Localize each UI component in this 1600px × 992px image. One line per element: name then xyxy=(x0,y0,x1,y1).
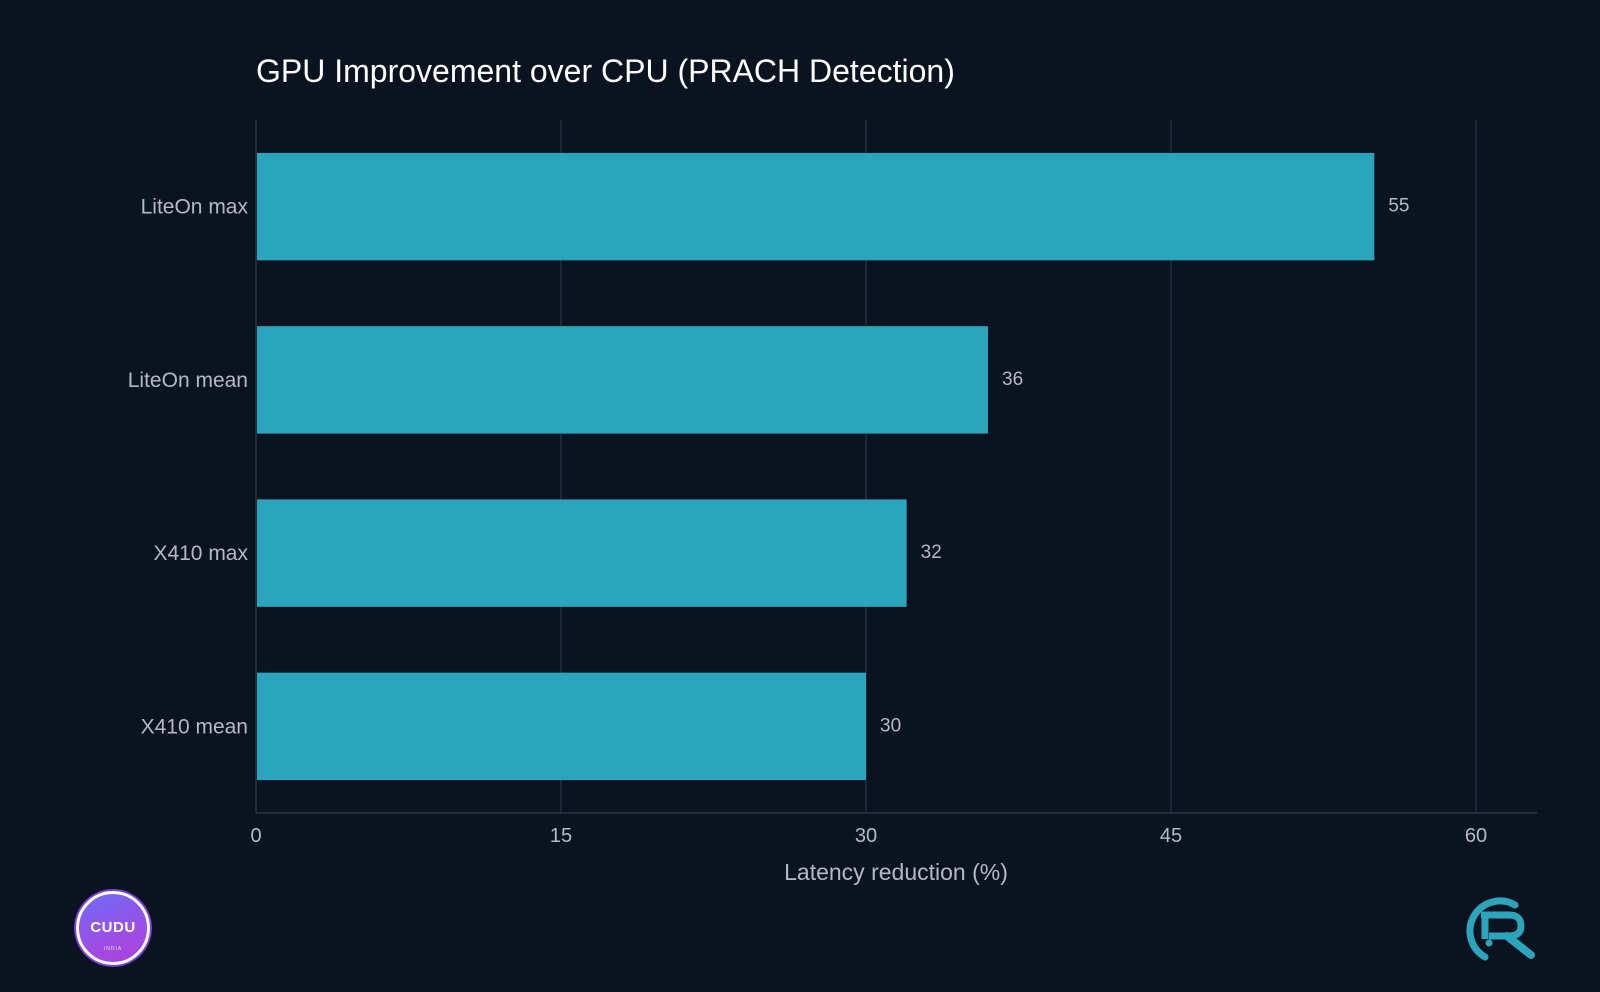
category-label: LiteOn max xyxy=(141,196,249,219)
x-tick-label: 30 xyxy=(855,825,877,847)
data-label: 55 xyxy=(1388,196,1409,217)
bar xyxy=(257,152,1375,261)
x-tick-label: 15 xyxy=(550,825,572,847)
x-tick-label: 45 xyxy=(1160,825,1182,847)
cudu-logo-text: CUDU xyxy=(90,919,136,936)
x-axis-label: Latency reduction (%) xyxy=(784,859,1008,885)
bar xyxy=(257,326,988,434)
cudu-logo: CUDU INDIA xyxy=(76,891,150,965)
axes: 0 15 30 45 60 LiteOn max LiteOn mean X410 max X4… xyxy=(128,120,1537,847)
category-label: X410 max xyxy=(153,542,248,565)
bars: 55 36 32 30 xyxy=(257,152,1409,781)
bar xyxy=(257,499,907,607)
category-label: X410 mean xyxy=(141,715,248,738)
r-logo xyxy=(1466,897,1535,961)
chart-title: GPU Improvement over CPU (PRACH Detectio… xyxy=(256,53,955,89)
bar xyxy=(257,672,866,781)
data-label: 32 xyxy=(921,542,942,563)
x-tick-label: 60 xyxy=(1465,825,1487,847)
x-tick-label: 0 xyxy=(250,825,261,847)
category-label: LiteOn mean xyxy=(128,369,248,392)
cudu-logo-subtext: INDIA xyxy=(103,946,123,952)
data-label: 36 xyxy=(1002,369,1023,390)
data-label: 30 xyxy=(880,715,901,736)
